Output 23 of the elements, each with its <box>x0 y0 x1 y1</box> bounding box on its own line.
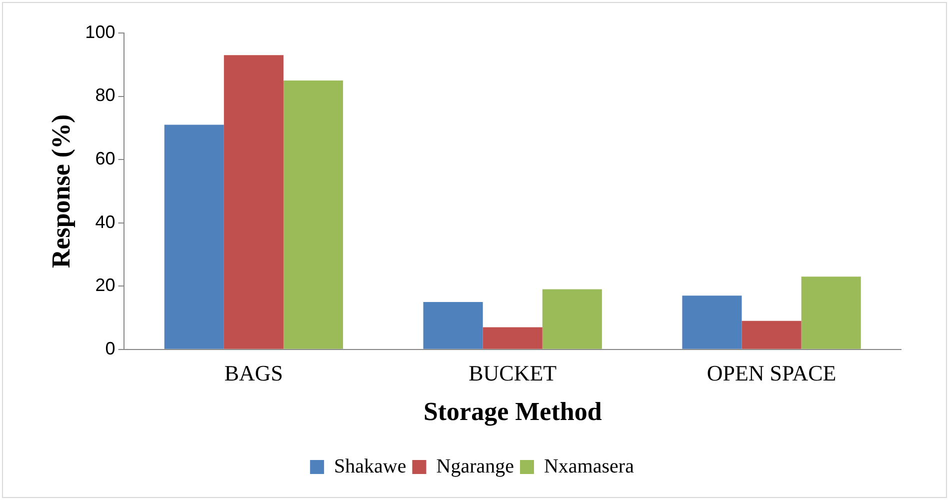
y-tick-label: 100 <box>85 22 116 42</box>
bar <box>423 302 483 349</box>
y-tick-label: 80 <box>95 85 116 106</box>
bar <box>682 296 742 349</box>
bar <box>801 276 861 349</box>
legend-label: Nxamasera <box>544 455 634 478</box>
x-tick-label: BAGS <box>224 360 284 386</box>
bar <box>283 80 344 349</box>
x-axis-title: Storage Method <box>423 397 602 426</box>
y-axis-title: Response (%) <box>46 114 76 268</box>
x-tick-label: BUCKET <box>468 360 558 386</box>
bar <box>742 320 802 349</box>
y-tick-label: 20 <box>95 275 116 296</box>
bar <box>482 327 542 349</box>
bar <box>224 55 284 349</box>
legend-label: Ngarange <box>436 455 514 478</box>
x-tick-label: OPEN SPACE <box>706 360 836 386</box>
y-tick-label: 60 <box>95 148 116 169</box>
y-tick-label: 40 <box>95 212 116 232</box>
y-tick-label: 0 <box>105 338 116 358</box>
bar <box>542 289 602 349</box>
bar <box>164 124 224 349</box>
legend-label: Shakawe <box>334 455 406 478</box>
